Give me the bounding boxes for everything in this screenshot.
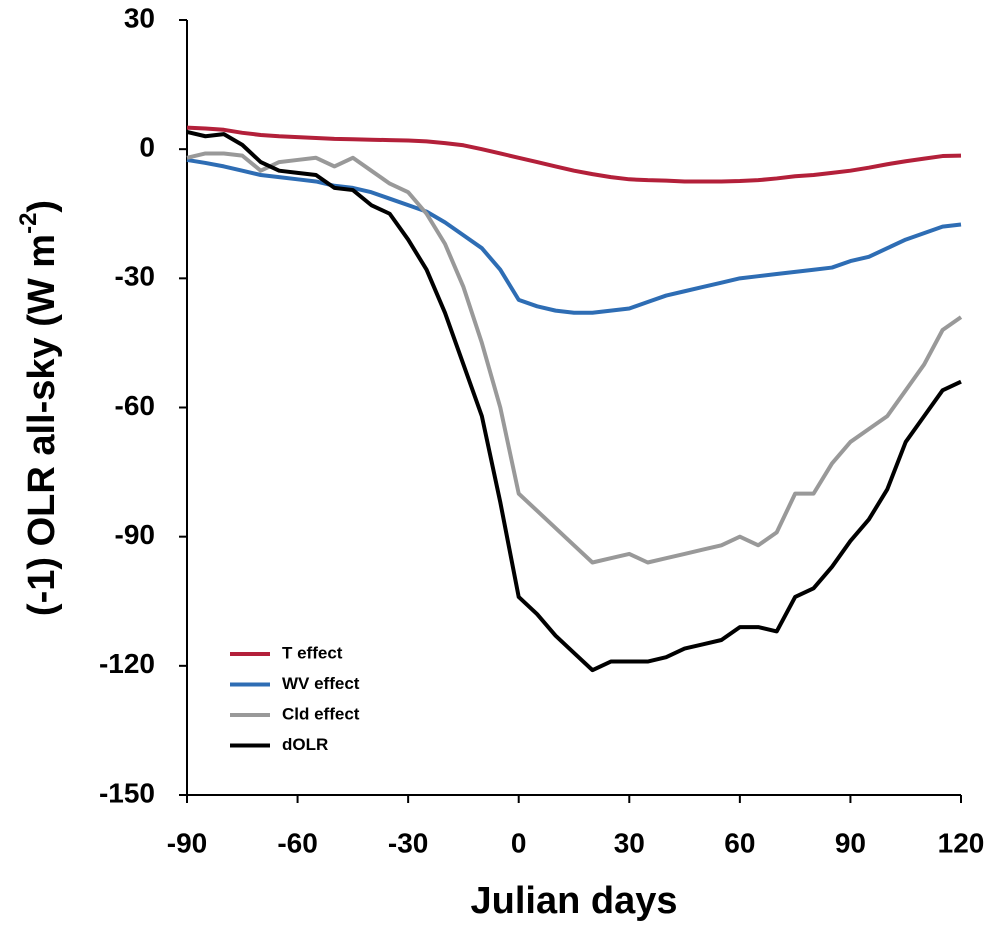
- x-tick-label: 90: [835, 827, 866, 858]
- x-tick-label: 120: [938, 827, 985, 858]
- line-series: [186, 151, 963, 565]
- y-tick-label: -120: [99, 648, 155, 679]
- y-axis-title: (-1) OLR all-sky (W m-2): [15, 200, 63, 616]
- line-series: [186, 157, 962, 315]
- x-axis-title: Julian days: [471, 880, 678, 922]
- legend-text: dOLR: [282, 735, 328, 754]
- y-tick-label: 0: [139, 132, 155, 163]
- y-tick-label: -150: [99, 777, 155, 808]
- x-tick-label: -90: [167, 827, 207, 858]
- legend-text: Cld effect: [282, 704, 360, 723]
- x-tick-label: 30: [614, 827, 645, 858]
- line-series: [186, 129, 962, 673]
- x-tick-label: -30: [388, 827, 428, 858]
- legend-text: WV effect: [282, 674, 360, 693]
- x-tick-label: 0: [511, 827, 527, 858]
- y-tick-label: -60: [115, 390, 155, 421]
- y-axis-title-main: (-1) OLR all-sky (W m: [21, 234, 63, 616]
- y-tick-label: -30: [115, 261, 155, 292]
- legend-text: T effect: [282, 643, 343, 662]
- x-tick-label: -60: [277, 827, 317, 858]
- y-axis-title-sup: -2: [15, 213, 42, 234]
- y-tick-label: -90: [115, 519, 155, 550]
- line-series: [186, 125, 962, 184]
- x-tick-label: 60: [724, 827, 755, 858]
- y-axis-title-end: ): [21, 200, 63, 213]
- y-tick-label: 30: [124, 2, 155, 33]
